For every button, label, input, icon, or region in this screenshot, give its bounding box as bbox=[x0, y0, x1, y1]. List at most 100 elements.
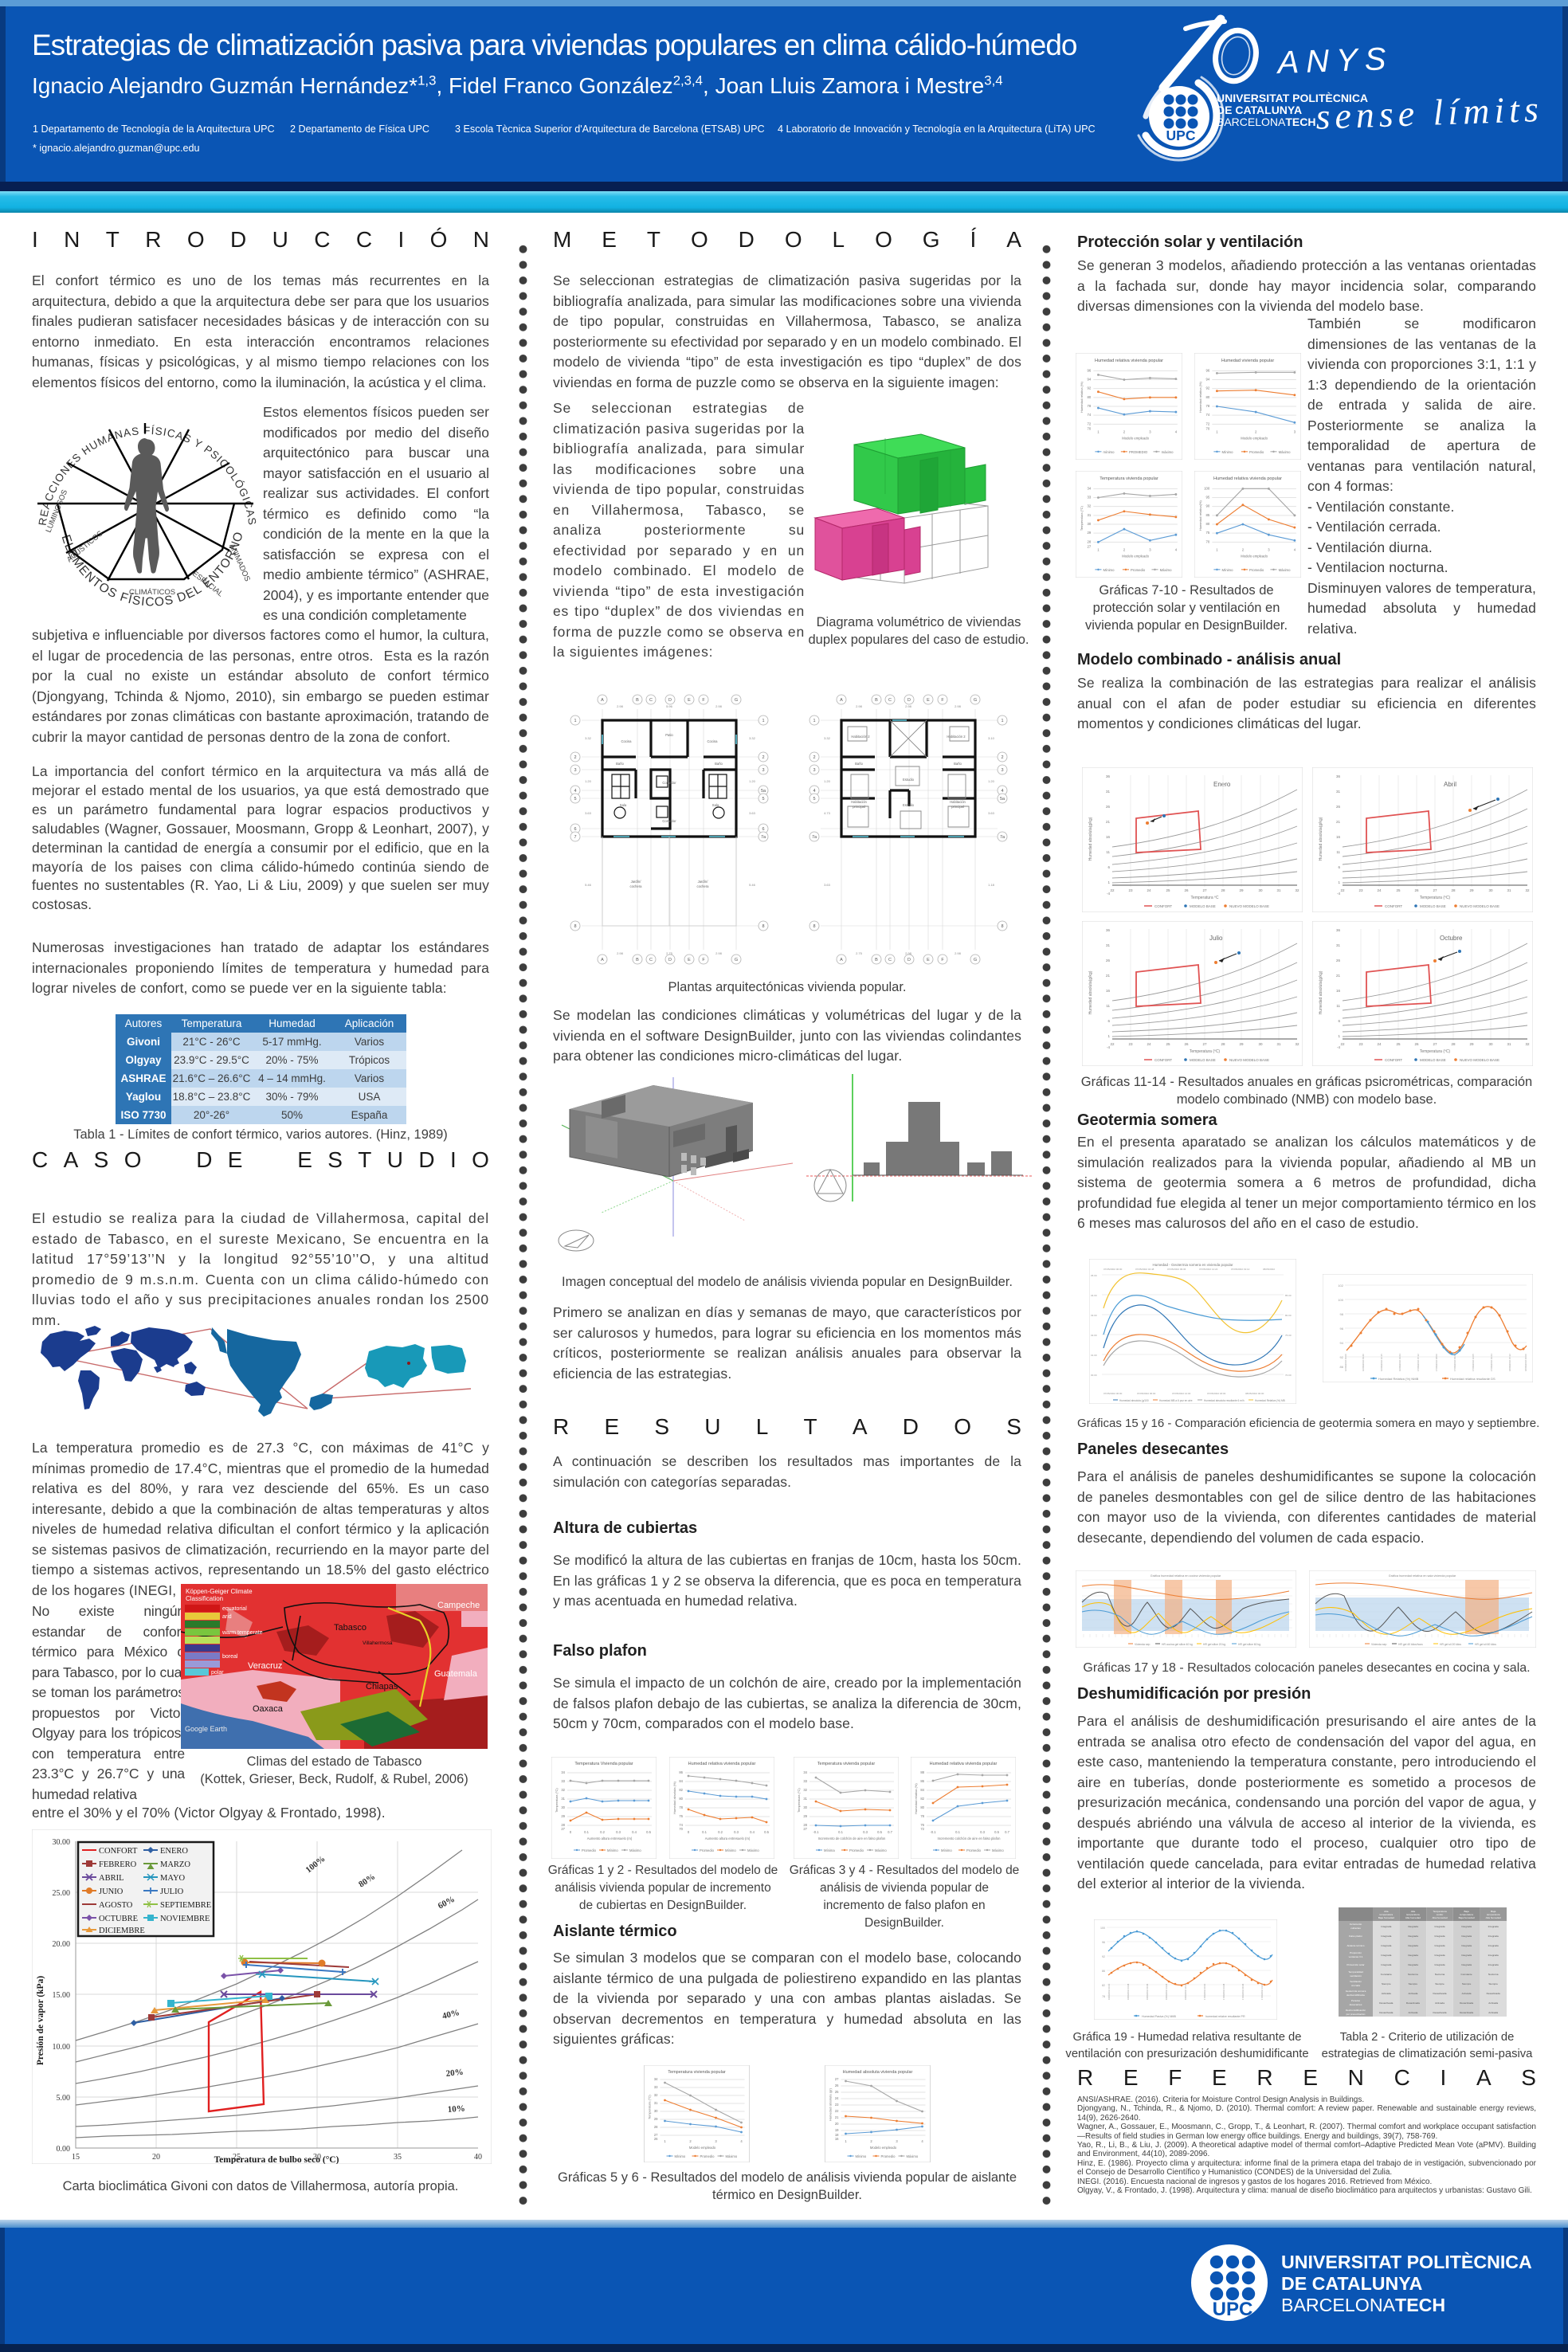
svg-text:Integrada: Integrada bbox=[1408, 1963, 1418, 1966]
svg-text:18/09/2002 00:00: 18/09/2002 00:00 bbox=[1524, 1354, 1527, 1371]
svg-text:76: 76 bbox=[679, 1814, 683, 1818]
svg-text:4: 4 bbox=[813, 789, 815, 794]
svg-text:74: 74 bbox=[1088, 413, 1092, 417]
svg-text:16/09/2002 14:24: 16/09/2002 14:24 bbox=[1165, 1983, 1168, 2000]
svg-text:27: 27 bbox=[1433, 888, 1437, 892]
svg-text:Integrada: Integrada bbox=[1434, 1954, 1445, 1957]
svg-text:7: 7 bbox=[574, 835, 576, 840]
svg-text:78: 78 bbox=[920, 1814, 924, 1818]
svg-text:0.00: 0.00 bbox=[57, 2145, 71, 2154]
svg-text:15.00: 15.00 bbox=[53, 1991, 71, 2000]
svg-text:Temperatura: Temperatura bbox=[1433, 1910, 1447, 1913]
svg-text:Nocturna: Nocturna bbox=[1488, 1973, 1499, 1976]
svg-text:17/09/2002 19:24: 17/09/2002 19:24 bbox=[1490, 1354, 1493, 1371]
svg-text:82: 82 bbox=[920, 1797, 924, 1801]
svg-text:70: 70 bbox=[1206, 426, 1210, 430]
svg-text:Activada: Activada bbox=[1408, 1992, 1417, 1995]
svg-text:07/05/2002 00:00: 07/05/2002 00:00 bbox=[1103, 1268, 1123, 1271]
svg-text:0.5: 0.5 bbox=[877, 1830, 882, 1834]
svg-text:Desactivada: Desactivada bbox=[1406, 2001, 1420, 2005]
svg-text:25.00: 25.00 bbox=[53, 1889, 71, 1898]
svg-text:Integrada: Integrada bbox=[1488, 1954, 1499, 1957]
svg-text:3.63: 3.63 bbox=[824, 883, 831, 887]
svg-text:Integrada: Integrada bbox=[1461, 1935, 1472, 1938]
svg-text:Classification: Classification bbox=[186, 1595, 223, 1602]
svg-text:78: 78 bbox=[679, 1805, 683, 1809]
svg-text:Comedor: Comedor bbox=[662, 819, 676, 823]
svg-text:Mínimo: Mínimo bbox=[856, 2154, 867, 2158]
svg-text:Promedio: Promedio bbox=[1131, 568, 1146, 572]
svg-text:2: 2 bbox=[1242, 548, 1245, 552]
svg-text:78: 78 bbox=[1088, 404, 1092, 408]
svg-text:Habitación 2: Habitación 2 bbox=[851, 735, 870, 739]
svg-text:Integrada: Integrada bbox=[1381, 1935, 1391, 1938]
svg-text:4: 4 bbox=[1001, 789, 1003, 794]
svg-text:Siempre: Siempre bbox=[1435, 1982, 1445, 1985]
svg-text:Humedad absoluta resultante 6: Humedad absoluta resultante 6 m/h bbox=[1204, 1399, 1245, 1402]
svg-text:Comedor: Comedor bbox=[662, 781, 676, 785]
svg-text:33: 33 bbox=[654, 2085, 658, 2089]
svg-text:A: A bbox=[601, 698, 604, 703]
svg-text:86: 86 bbox=[920, 1779, 924, 1783]
svg-text:16/09/2002 00:00: 16/09/2002 00:00 bbox=[1107, 1983, 1111, 2000]
svg-text:Temperatura (ºC): Temperatura (ºC) bbox=[1420, 896, 1451, 900]
svg-text:16/09/2002 00:00: 16/09/2002 00:00 bbox=[1344, 1354, 1347, 1371]
svg-text:humedad relatve resultante PR: humedad relatve resultante PR bbox=[1205, 2015, 1245, 2018]
svg-text:2.98: 2.98 bbox=[715, 704, 723, 708]
svg-text:Geotermia somera: Geotermia somera bbox=[1346, 1989, 1366, 1993]
svg-text:Vivienda sep: Vivienda sep bbox=[1371, 1643, 1386, 1646]
svg-text:36: 36 bbox=[1336, 928, 1341, 932]
svg-text:33: 33 bbox=[561, 1779, 565, 1783]
svg-text:Integrada: Integrada bbox=[1461, 1963, 1472, 1966]
svg-text:HR gel sil 60 kilos: HR gel sil 60 kilos bbox=[1475, 1643, 1496, 1646]
svg-text:-0.1: -0.1 bbox=[813, 1830, 819, 1834]
svg-text:UPC: UPC bbox=[1166, 127, 1196, 143]
svg-text:D: D bbox=[907, 698, 911, 703]
svg-text:Activada: Activada bbox=[1435, 2001, 1445, 2005]
svg-text:B: B bbox=[875, 958, 878, 962]
svg-text:15: 15 bbox=[72, 2153, 80, 2162]
svg-text:25: 25 bbox=[1166, 888, 1170, 892]
svg-text:08/05/2002 00:00: 08/05/2002 00:00 bbox=[1245, 1392, 1264, 1395]
svg-text:Siempre: Siempre bbox=[1488, 1982, 1498, 1985]
svg-text:Mínima: Mínima bbox=[824, 1848, 835, 1852]
svg-text:Humedad absoluta (g/100: Humedad absoluta (g/100 bbox=[1119, 1399, 1149, 1402]
svg-text:3: 3 bbox=[574, 768, 576, 773]
svg-text:86: 86 bbox=[1102, 1970, 1105, 1973]
svg-text:-0.1: -0.1 bbox=[930, 1830, 936, 1834]
svg-text:28: 28 bbox=[561, 1823, 565, 1827]
svg-text:2.98: 2.98 bbox=[715, 951, 723, 955]
svg-text:5: 5 bbox=[762, 797, 764, 802]
svg-text:Máximo: Máximo bbox=[629, 1848, 641, 1852]
svg-text:Abril: Abril bbox=[1444, 781, 1456, 788]
svg-text:HR gel silice 20 kg: HR gel silice 20 kg bbox=[1203, 1643, 1225, 1646]
svg-text:07/05/2002 06:00: 07/05/2002 06:00 bbox=[1137, 1392, 1156, 1395]
svg-text:74: 74 bbox=[1206, 413, 1210, 417]
svg-text:26: 26 bbox=[1184, 1042, 1189, 1046]
svg-text:Activada: Activada bbox=[1382, 1992, 1391, 1995]
svg-text:F: F bbox=[941, 958, 944, 962]
svg-text:A: A bbox=[840, 958, 843, 962]
svg-text:82: 82 bbox=[1102, 1984, 1105, 1987]
svg-text:31: 31 bbox=[654, 2101, 658, 2105]
svg-text:0.7: 0.7 bbox=[888, 1830, 892, 1834]
svg-text:máximo: máximo bbox=[1162, 450, 1174, 454]
svg-text:HR cocina gel silice 40 kg: HR cocina gel silice 40 kg bbox=[1162, 1643, 1193, 1646]
svg-text:31: 31 bbox=[1336, 790, 1341, 794]
svg-text:70.00: 70.00 bbox=[1285, 1374, 1292, 1377]
svg-text:8: 8 bbox=[762, 924, 764, 929]
svg-text:6: 6 bbox=[1338, 865, 1340, 869]
svg-text:94: 94 bbox=[1340, 1341, 1344, 1345]
svg-text:27: 27 bbox=[1202, 1042, 1207, 1046]
svg-text:0: 0 bbox=[570, 1830, 572, 1834]
svg-text:78: 78 bbox=[1206, 404, 1210, 408]
svg-text:Constante: Constante bbox=[1381, 1973, 1392, 1976]
svg-text:0.1: 0.1 bbox=[955, 1830, 960, 1834]
svg-text:Proporción: Proporción bbox=[1350, 1951, 1362, 1954]
svg-text:Humedad MB a 6 poz en aire: Humedad MB a 6 poz en aire bbox=[1159, 1399, 1193, 1402]
svg-text:24: 24 bbox=[1377, 888, 1382, 892]
svg-text:HR gel silice 60 kg: HR gel silice 60 kg bbox=[1238, 1643, 1260, 1646]
svg-text:DE CATALUNYA: DE CATALUNYA bbox=[1217, 104, 1302, 116]
svg-text:18/09/2002 15:12: 18/09/2002 15:12 bbox=[1508, 1354, 1511, 1371]
svg-text:2.98: 2.98 bbox=[955, 704, 962, 708]
